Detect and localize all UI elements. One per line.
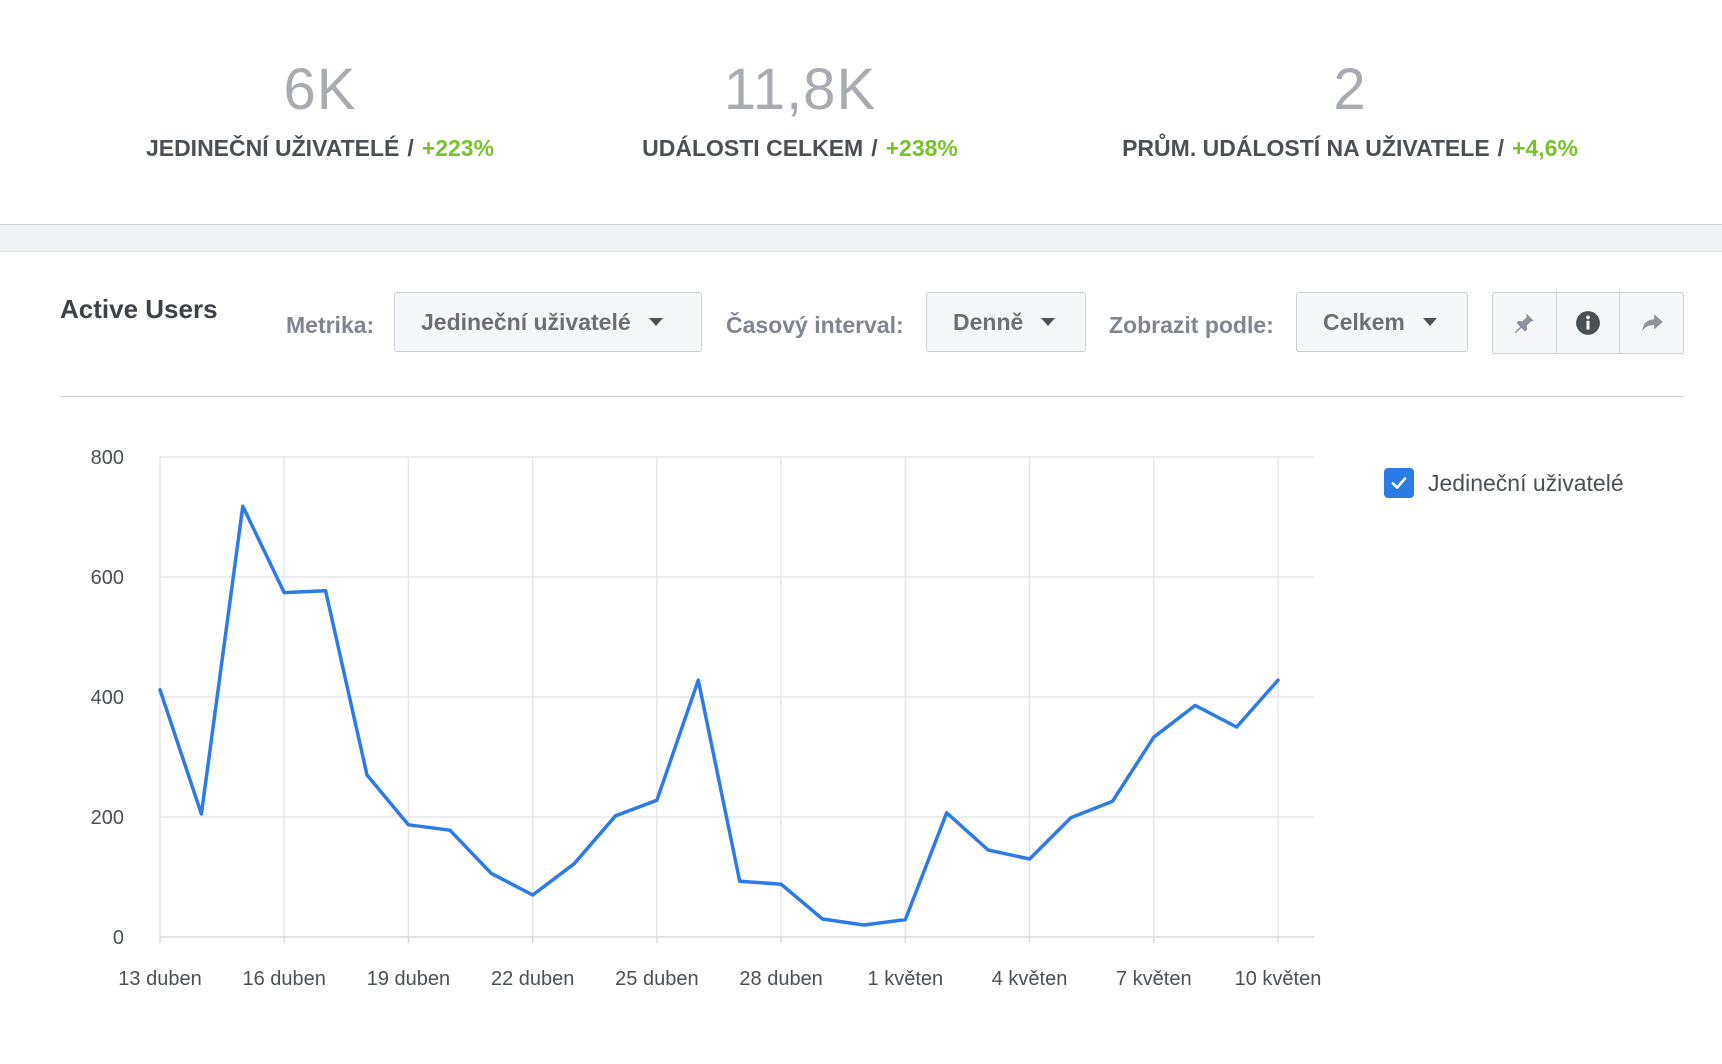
stat-total-events: 11,8K UDÁLOSTI CELKEM / +238%: [520, 55, 1080, 162]
x-tick-label: 22 duben: [491, 968, 574, 990]
y-tick-label: 200: [91, 807, 124, 829]
y-tick-label: 0: [113, 927, 124, 949]
view-label: Zobrazit podle:: [1109, 312, 1274, 338]
stat-value: 2: [1333, 57, 1367, 122]
y-tick-label: 400: [91, 687, 124, 709]
legend-item[interactable]: Jedineční uživatelé: [1384, 468, 1624, 498]
interval-dropdown[interactable]: Denně: [926, 292, 1086, 352]
x-tick-label: 19 duben: [367, 968, 450, 990]
info-button[interactable]: [1557, 293, 1621, 353]
caret-down-icon: [1422, 318, 1437, 326]
stats-card: 6K JEDINEČNÍ UŽIVATELÉ / +223% 11,8K UDÁLO…: [0, 0, 1722, 225]
stat-label: UDÁLOSTI CELKEM / +238%: [520, 135, 1080, 162]
interval-label: Časový interval:: [726, 312, 904, 338]
stat-label-text: PRŮM. UDÁLOSTÍ NA UŽIVATELE: [1122, 135, 1490, 161]
view-dropdown-value: Celkem: [1323, 308, 1405, 335]
pin-button[interactable]: [1493, 293, 1557, 353]
stat-label: PRŮM. UDÁLOSTÍ NA UŽIVATELE / +4,6%: [1070, 135, 1630, 162]
chart-actions: [1492, 292, 1684, 354]
metric-dropdown[interactable]: Jedineční uživatelé: [394, 292, 702, 352]
section-gap: [0, 225, 1722, 252]
header-divider: [60, 396, 1684, 397]
x-tick-label: 28 duben: [739, 968, 822, 990]
active-users-panel: Active Users Metrika: Jedineční uživatel…: [0, 252, 1722, 1064]
stat-value: 6K: [283, 57, 357, 122]
caret-down-icon: [1041, 318, 1056, 326]
metric-label: Metrika:: [286, 312, 375, 338]
series-line: [158, 504, 1280, 927]
x-tick-label: 7 květen: [1116, 968, 1192, 990]
stat-change: +4,6%: [1512, 135, 1578, 161]
stat-change: +238%: [885, 135, 958, 161]
checkmark-icon: [1391, 477, 1407, 489]
stat-separator: /: [407, 135, 414, 161]
panel-title: Active Users: [60, 294, 218, 324]
stat-label: JEDINEČNÍ UŽIVATELÉ / +223%: [40, 135, 600, 162]
legend-label: Jedineční uživatelé: [1428, 469, 1624, 496]
stat-change: +223%: [421, 135, 495, 161]
pin-icon: [1515, 313, 1535, 334]
checkbox-checked-icon[interactable]: [1384, 468, 1414, 498]
stat-separator: /: [871, 135, 878, 161]
stat-unique-users: 6K JEDINEČNÍ UŽIVATELÉ / +223%: [40, 55, 600, 162]
share-button[interactable]: [1620, 293, 1683, 353]
stat-avg-events-per-user: 2 PRŮM. UDÁLOSTÍ NA UŽIVATELE / +4,6%: [1070, 55, 1630, 162]
x-tick-label: 10 květen: [1235, 968, 1322, 990]
x-tick-label: 1 květen: [868, 968, 944, 990]
x-tick-label: 13 duben: [118, 968, 201, 990]
x-tick-label: 25 duben: [615, 968, 698, 990]
stat-label-text: JEDINEČNÍ UŽIVATELÉ: [145, 135, 400, 161]
stat-value: 11,8K: [723, 57, 877, 122]
info-icon: [1576, 311, 1600, 335]
share-icon: [1641, 314, 1663, 332]
stat-separator: /: [1497, 135, 1505, 161]
y-tick-label: 600: [91, 567, 124, 589]
x-tick-label: 16 duben: [243, 968, 326, 990]
active-users-line-chart: 0 200 400 600 800 13 duben 16 duben 19 duben 22 …: [91, 447, 1322, 990]
metric-dropdown-value: Jedineční uživatelé: [421, 308, 631, 335]
caret-down-icon: [648, 318, 663, 326]
stat-label-text: UDÁLOSTI CELKEM: [642, 135, 864, 161]
interval-dropdown-value: Denně: [953, 308, 1024, 335]
view-dropdown[interactable]: Celkem: [1296, 292, 1468, 352]
x-tick-label: 4 květen: [992, 968, 1068, 990]
y-tick-label: 800: [91, 447, 124, 469]
